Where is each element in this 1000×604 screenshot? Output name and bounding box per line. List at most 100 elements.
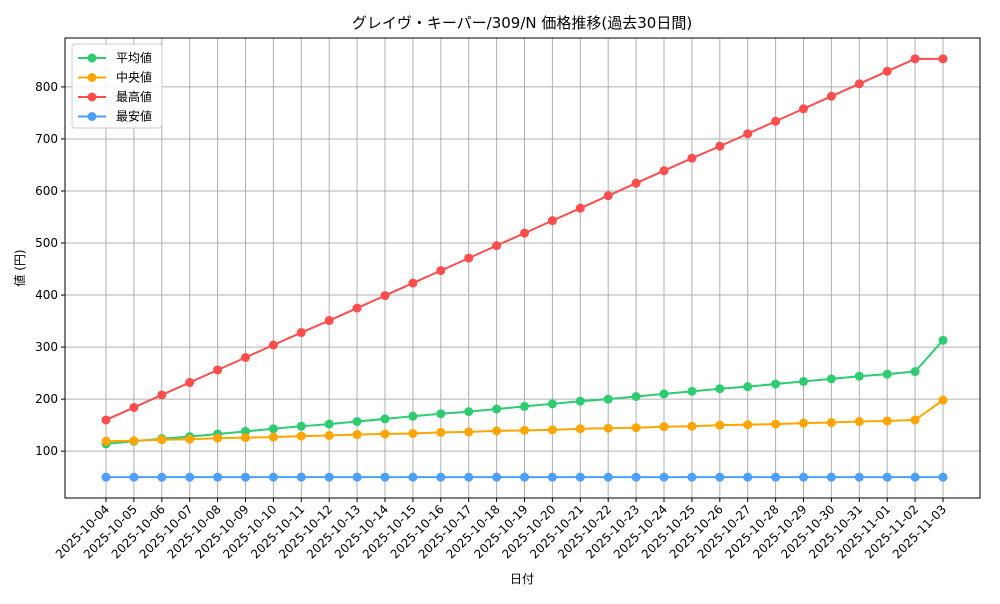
legend-marker [87, 53, 97, 63]
y-tick-label: 400 [35, 288, 58, 302]
data-point [157, 435, 167, 445]
data-point [241, 472, 250, 482]
data-point [129, 402, 139, 412]
data-point [631, 472, 641, 482]
legend-label: 平均値 [116, 50, 152, 65]
data-point [464, 253, 474, 263]
data-point [826, 91, 836, 101]
y-tick-label: 200 [35, 392, 58, 406]
data-point [575, 396, 585, 406]
data-point [380, 291, 390, 301]
data-point [380, 472, 390, 482]
data-point [575, 424, 585, 434]
data-point [938, 472, 948, 482]
data-point [854, 79, 864, 89]
data-point [771, 472, 781, 482]
data-point [659, 166, 669, 176]
data-point [771, 379, 781, 389]
data-point [882, 66, 892, 76]
data-point [213, 472, 223, 482]
data-point [826, 374, 836, 384]
data-point [687, 386, 697, 396]
data-point [296, 421, 306, 431]
data-point [547, 472, 557, 482]
data-point [547, 399, 557, 409]
data-point [854, 417, 864, 427]
data-point [324, 431, 334, 441]
data-point [464, 407, 474, 417]
data-point [296, 431, 306, 441]
data-point [213, 365, 223, 375]
y-tick-label: 100 [35, 444, 58, 458]
data-point [380, 429, 390, 439]
data-point [826, 418, 836, 428]
data-point [910, 472, 920, 482]
data-point [408, 278, 418, 288]
data-point [603, 472, 613, 482]
y-tick-label: 700 [35, 132, 58, 146]
series-group [101, 54, 948, 482]
data-point [575, 203, 585, 213]
data-point [631, 178, 641, 188]
data-point [436, 409, 446, 419]
data-point [129, 436, 139, 446]
data-point [715, 141, 725, 151]
data-point [492, 404, 502, 414]
data-point [520, 472, 529, 482]
data-point [854, 371, 864, 381]
data-point [547, 216, 557, 226]
legend-label: 最安値 [116, 109, 152, 124]
data-point [799, 376, 808, 386]
x-axis-label: 日付 [510, 572, 534, 586]
data-point [157, 472, 167, 482]
x-axis: 2025-10-042025-10-052025-10-062025-10-07… [53, 498, 949, 561]
data-point [575, 472, 585, 482]
data-point [268, 340, 278, 350]
data-point [910, 415, 920, 425]
data-point [408, 411, 418, 421]
data-point [631, 423, 641, 433]
data-point [547, 425, 557, 435]
data-point [938, 54, 948, 64]
data-point [603, 394, 613, 404]
data-point [464, 427, 474, 437]
data-point [799, 472, 808, 482]
legend-label: 中央値 [116, 70, 152, 85]
data-point [715, 384, 725, 394]
data-point [213, 433, 223, 443]
data-point [436, 427, 446, 437]
data-point [157, 390, 167, 400]
legend-marker [87, 112, 97, 121]
data-point [185, 434, 195, 444]
data-point [492, 472, 502, 482]
data-point [296, 328, 306, 338]
data-point [101, 415, 111, 425]
data-point [129, 472, 139, 482]
data-point [687, 153, 697, 163]
data-point [324, 419, 334, 429]
data-point [603, 191, 613, 201]
data-point [826, 472, 836, 482]
data-point [631, 392, 641, 402]
legend-box [71, 43, 163, 129]
data-point [436, 472, 446, 482]
data-point [492, 241, 502, 251]
data-point [882, 472, 892, 482]
data-point [799, 418, 808, 428]
data-point [268, 472, 278, 482]
data-point [910, 367, 920, 377]
data-point [408, 472, 418, 482]
chart-title: グレイヴ・キーパー/309/N 価格推移(過去30日間) [352, 14, 692, 32]
data-point [882, 416, 892, 426]
data-point [743, 472, 753, 482]
data-point [352, 303, 362, 313]
data-point [687, 472, 697, 482]
data-point [268, 432, 278, 442]
y-tick-label: 600 [35, 184, 58, 198]
data-point [520, 228, 529, 238]
plot-frame [64, 37, 981, 499]
data-point [799, 104, 808, 114]
data-point [185, 377, 195, 387]
